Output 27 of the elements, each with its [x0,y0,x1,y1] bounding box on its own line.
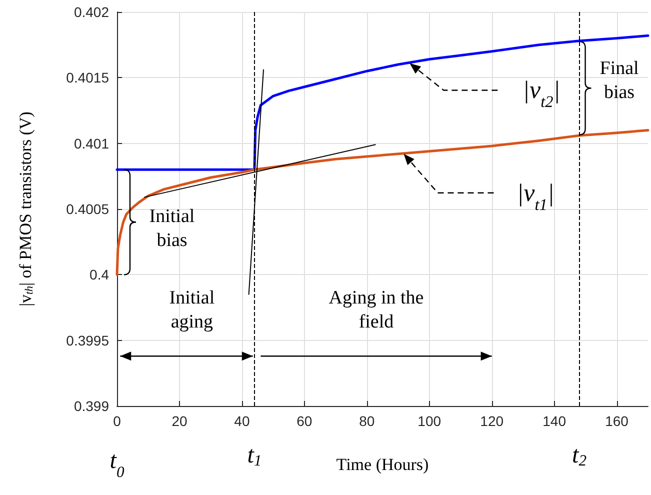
annotation: |v$_{t1}$| [516,180,554,214]
y-tick-label: 0.402 [74,4,110,20]
x-tick-label: 120 [480,413,504,429]
y-axis-title: |vth| of PMOS transistors (V) [16,112,36,306]
annotation: |v$_{t2}$| [522,77,560,112]
x-tick-label: 60 [296,413,312,429]
annotation: Initial bias [149,206,195,252]
line-series [116,34,650,171]
annotation: Final bias [600,58,639,104]
annotation: Aging in the field [328,288,424,333]
x-tick-label: 0 [113,413,122,429]
y-tick-label: 0.4 [90,266,110,283]
x-tick-label: 80 [359,413,375,429]
x-tick-label: 140 [542,413,566,429]
x-tick-label: 160 [605,413,629,429]
y-tick-label: 0.4005 [66,201,110,217]
x-tick-label: 20 [172,413,188,429]
x-tick-label: 100 [418,413,442,429]
x-tick-label: 40 [234,413,250,429]
y-tick-label: 0.4015 [66,70,110,86]
line-series [116,128,650,276]
y-tick-label: 0.3995 [66,332,110,348]
x-axis-title: Time (Hours) [336,455,429,474]
y-tick-label: 0.401 [74,135,110,152]
text: t$_{0}$ [110,448,124,480]
y-tick-label: 0.399 [74,398,110,414]
annotation: Initial aging [169,288,215,333]
